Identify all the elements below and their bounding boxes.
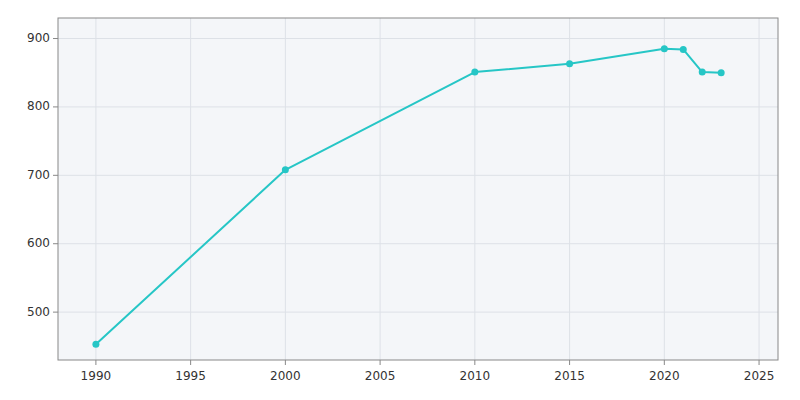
x-tick-label: 2025: [744, 369, 775, 383]
y-tick: [53, 243, 58, 244]
series-marker: [282, 166, 289, 173]
x-tick: [664, 360, 665, 365]
x-tick-label: 2015: [554, 369, 585, 383]
x-tick: [380, 360, 381, 365]
plot-background: [58, 18, 778, 360]
y-tick-label: 900: [27, 31, 50, 45]
y-grid-line: [58, 175, 778, 176]
y-tick-label: 500: [27, 305, 50, 319]
series-marker: [92, 341, 99, 348]
y-grid-line: [58, 243, 778, 244]
y-tick: [53, 312, 58, 313]
y-grid-line: [58, 312, 778, 313]
x-grid-line: [759, 18, 760, 360]
series-marker: [471, 69, 478, 76]
x-grid-line: [285, 18, 286, 360]
chart-container: 500 600 700 800 900 1990 1995 2000 2005 2010 2015 2…: [0, 0, 800, 400]
y-tick-label: 600: [27, 236, 50, 250]
grid: [58, 18, 778, 360]
series-marker: [718, 69, 725, 76]
series-marker: [680, 46, 687, 53]
x-tick-label: 2000: [270, 369, 301, 383]
series-marker: [661, 45, 668, 52]
chart-svg: 500 600 700 800 900 1990 1995 2000 2005 2010 2015 2…: [0, 0, 800, 400]
x-grid-line: [95, 18, 96, 360]
plot-frame: [58, 18, 778, 360]
page: {"chart_data": {"type": "line", "x": [19…: [0, 0, 800, 400]
x-tick-label: 2005: [365, 369, 396, 383]
series-marker: [699, 69, 706, 76]
x-tick: [285, 360, 286, 365]
y-tick: [53, 175, 58, 176]
x-tick: [759, 360, 760, 365]
y-tick: [53, 106, 58, 107]
series-marker: [566, 60, 573, 67]
y-tick-label: 800: [27, 99, 50, 113]
x-grid-line: [569, 18, 570, 360]
x-tick-label: 1995: [175, 369, 206, 383]
x-tick: [569, 360, 570, 365]
x-tick-label: 2020: [649, 369, 680, 383]
y-grid-line: [58, 38, 778, 39]
series: [92, 45, 724, 347]
axes: 500 600 700 800 900 1990 1995 2000 2005 2010 2015 2…: [27, 31, 774, 383]
x-tick: [190, 360, 191, 365]
x-tick-label: 1990: [81, 369, 112, 383]
x-tick-label: 2010: [460, 369, 491, 383]
series-line: [96, 49, 721, 344]
y-tick: [53, 38, 58, 39]
x-tick: [474, 360, 475, 365]
x-grid-line: [190, 18, 191, 360]
x-grid-line: [664, 18, 665, 360]
y-grid-line: [58, 106, 778, 107]
x-tick: [95, 360, 96, 365]
y-tick-label: 700: [27, 168, 50, 182]
x-grid-line: [380, 18, 381, 360]
